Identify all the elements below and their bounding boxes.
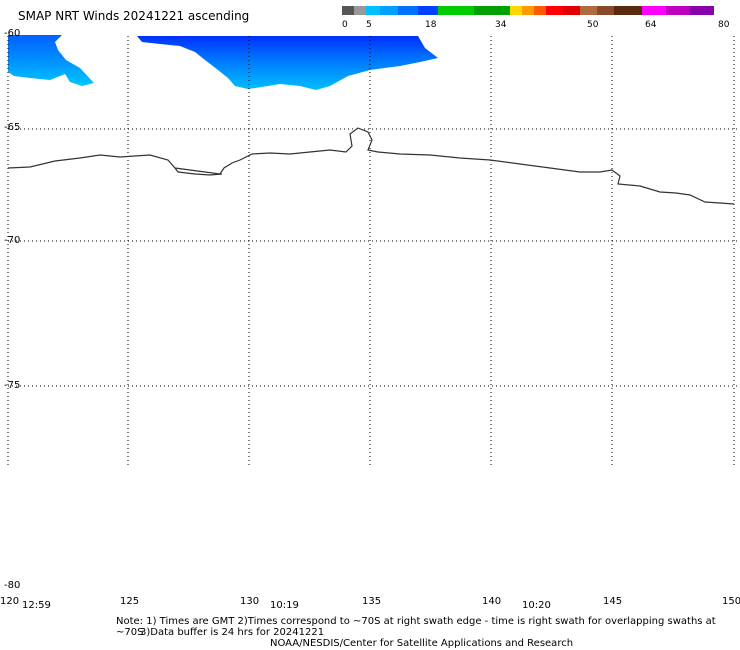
coastline-inlet [174,167,223,176]
note-line-2: 3)Data buffer is 24 hrs for 20241221 [140,627,325,638]
colorbar-segment [597,6,614,15]
colorbar-segment [366,6,380,15]
lon-label: 130 [240,596,260,607]
time-label: 10:19 [270,600,299,611]
colorbar-segment [510,6,522,15]
note-line-1: Note: 1) Times are GMT 2)Times correspon… [116,616,716,638]
note-line-3: NOAA/NESDIS/Center for Satellite Applica… [270,638,574,649]
colorbar-segment [474,6,510,15]
graticule [7,36,740,466]
colorbar-segment [580,6,597,15]
lon-label: 120 [0,596,20,607]
colorbar-label: 0 [342,20,348,30]
lon-label: 125 [120,596,140,607]
antarctic-coastline [7,127,735,205]
colorbar-segment [398,6,418,15]
colorbar-label: 34 [495,20,507,30]
colorbar-segment [614,6,642,15]
colorbar-label: 64 [645,20,657,30]
colorbar-label: 18 [425,20,437,30]
lon-label: 145 [603,596,623,607]
lat-label: -75 [4,380,21,391]
colorbar-label: 50 [587,20,599,30]
lon-label: 135 [362,596,382,607]
wind-swath-right [137,36,438,90]
colorbar-segment [563,6,580,15]
lon-label: 150 [722,596,740,607]
colorbar-label: 80 [718,20,730,30]
lon-label: 140 [482,596,502,607]
lat-label: -60 [4,28,21,39]
time-label: 12:59 [22,600,51,611]
colorbar-segment [354,6,366,15]
wind-speed-colorbar [342,6,714,15]
lat-label: -65 [4,122,21,133]
colorbar-segment [342,6,354,15]
wind-swath-left [8,35,94,86]
colorbar-segment [534,6,546,15]
lat-label: -70 [4,235,21,246]
colorbar-segment [642,6,666,15]
lat-label: -80 [4,580,21,591]
colorbar-label: 5 [366,20,372,30]
time-label: 10:20 [522,600,551,611]
colorbar-segment [522,6,534,15]
colorbar-segment [690,6,714,15]
colorbar-segment [438,6,474,15]
map-title: SMAP NRT Winds 20241221 ascending [18,9,250,23]
colorbar-segment [418,6,438,15]
colorbar-segment [546,6,563,15]
colorbar-segment [380,6,398,15]
colorbar-segment [666,6,690,15]
